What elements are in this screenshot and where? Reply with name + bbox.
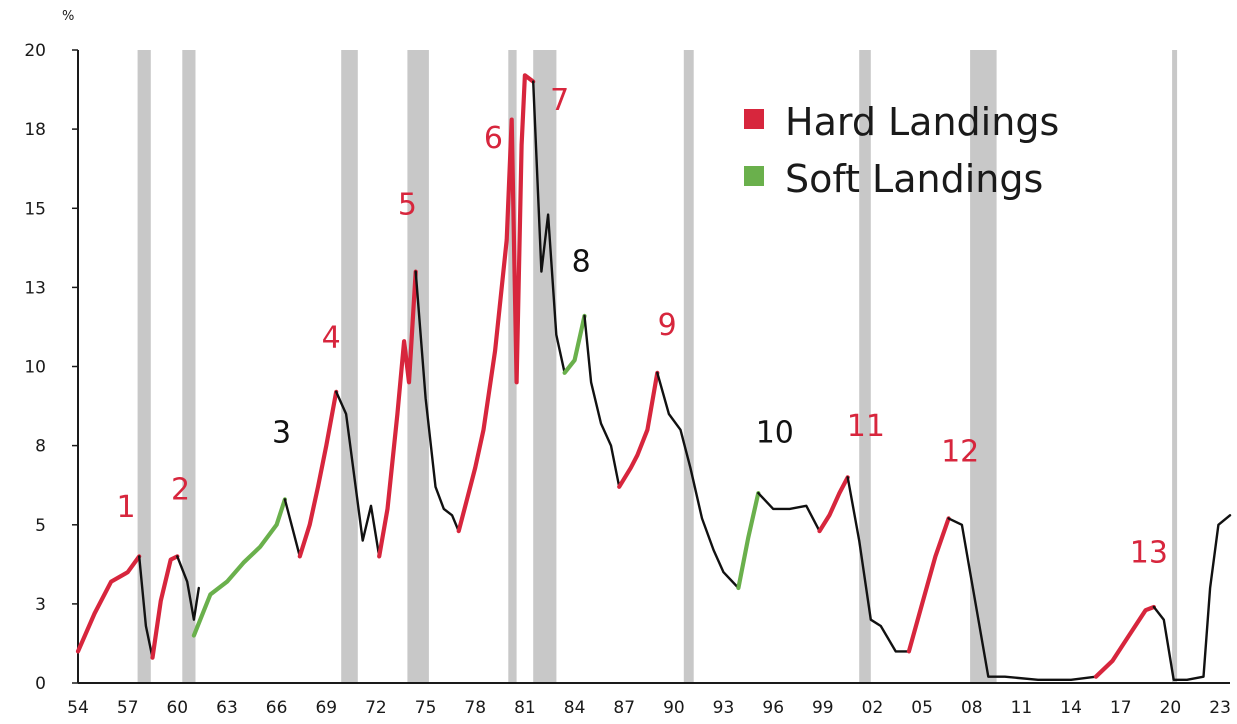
series-line-neutral — [532, 80, 566, 374]
series-line-neutral — [656, 371, 740, 590]
recession-band — [182, 50, 196, 683]
legend-swatch-hard — [744, 109, 764, 129]
x-tick-label: 66 — [266, 698, 288, 718]
series-line-neutral — [414, 270, 460, 533]
series-line-neutral — [947, 517, 1098, 681]
landing-number-label: 13 — [1130, 536, 1168, 571]
series-line-hard — [75, 554, 142, 654]
series-line-neutral — [176, 555, 201, 621]
series-line-soft — [191, 497, 287, 638]
x-tick-label: 99 — [812, 698, 834, 718]
y-tick-label: 18 — [24, 120, 46, 140]
x-tick-label: 93 — [713, 698, 735, 718]
series-line-neutral — [846, 476, 911, 653]
series-line-hard — [150, 554, 180, 660]
x-tick-label: 81 — [514, 698, 536, 718]
series-lines — [75, 73, 1232, 681]
x-tick-label: 96 — [762, 698, 784, 718]
series-line-neutral — [583, 314, 621, 488]
legend: Hard Landings Soft Landings — [744, 100, 1059, 201]
recession-band — [970, 50, 997, 683]
recession-band — [859, 50, 871, 683]
x-tick-label: 87 — [613, 698, 635, 718]
series-line-neutral — [137, 555, 154, 659]
x-tick-label: 02 — [862, 698, 884, 718]
x-tick-label: 54 — [67, 698, 89, 718]
series-line-neutral — [1152, 514, 1232, 681]
landing-number-label: 7 — [550, 83, 569, 118]
x-tick-label: 90 — [663, 698, 685, 718]
recession-band — [407, 50, 429, 683]
landing-number-label: 10 — [756, 416, 794, 451]
series-line-neutral — [283, 498, 301, 558]
y-tick-label: 15 — [24, 199, 46, 219]
landing-number-label: 6 — [484, 121, 503, 156]
series-line-neutral — [757, 491, 821, 533]
landing-number-label: 12 — [941, 435, 979, 470]
x-tick-label: 17 — [1110, 698, 1132, 718]
x-tick-label: 84 — [564, 698, 586, 718]
recession-band — [683, 50, 694, 683]
y-tick-label: 5 — [35, 516, 46, 536]
legend-label-hard: Hard Landings — [785, 100, 1059, 144]
series-line-hard — [1093, 604, 1157, 679]
series-line-soft — [736, 491, 761, 591]
series-line-hard — [456, 73, 536, 534]
series-line-hard — [906, 516, 951, 654]
landing-number-label: 5 — [398, 188, 417, 223]
legend-swatch-soft — [744, 166, 764, 186]
y-tick-label: 13 — [24, 278, 46, 298]
landing-number-label: 2 — [171, 472, 190, 507]
series-line-neutral — [335, 390, 381, 558]
landing-number-label: 1 — [116, 490, 135, 525]
x-tick-label: 60 — [166, 698, 188, 718]
x-tick-label: 57 — [117, 698, 139, 718]
x-tick-label: 78 — [464, 698, 486, 718]
recession-bands — [137, 50, 1178, 683]
landing-number-label: 4 — [322, 321, 341, 356]
y-tick-label: 8 — [35, 437, 46, 457]
x-tick-label: 08 — [961, 698, 983, 718]
y-tick-label: 3 — [35, 595, 46, 615]
series-line-hard — [817, 475, 850, 534]
landing-number-label: 8 — [572, 245, 591, 280]
recession-band — [508, 50, 517, 683]
x-tick-label: 72 — [365, 698, 387, 718]
recession-band — [137, 50, 151, 683]
series-line-hard — [617, 370, 660, 489]
x-tick-label: 05 — [911, 698, 933, 718]
x-tick-label: 11 — [1011, 698, 1033, 718]
series-line-soft — [562, 313, 587, 375]
landing-number-label: 9 — [658, 308, 677, 343]
y-tick-label: 10 — [24, 358, 46, 378]
x-tick-label: 63 — [216, 698, 238, 718]
y-axis-unit-label: % — [62, 9, 74, 24]
landing-number-label: 3 — [272, 416, 291, 451]
y-tick-label: 0 — [35, 674, 46, 694]
x-tick-labels: 54 57 60 63 66 69 72 75 78 81 84 87 90 93 96 99 02 05 08 11… — [67, 698, 1231, 718]
landing-number-label: 11 — [847, 409, 885, 444]
legend-label-soft: Soft Landings — [785, 157, 1043, 201]
y-tick-labels: 0 3 5 8 10 13 15 18 20 — [24, 41, 78, 694]
series-line-hard — [297, 389, 339, 559]
x-tick-label: 69 — [315, 698, 337, 718]
series-line-hard — [377, 269, 418, 559]
recession-band — [1172, 50, 1178, 683]
x-tick-label: 14 — [1060, 698, 1082, 718]
recession-band — [341, 50, 358, 683]
x-tick-label: 20 — [1160, 698, 1182, 718]
x-tick-label: 23 — [1209, 698, 1231, 718]
y-tick-label: 20 — [24, 41, 46, 61]
x-tick-label: 75 — [415, 698, 437, 718]
